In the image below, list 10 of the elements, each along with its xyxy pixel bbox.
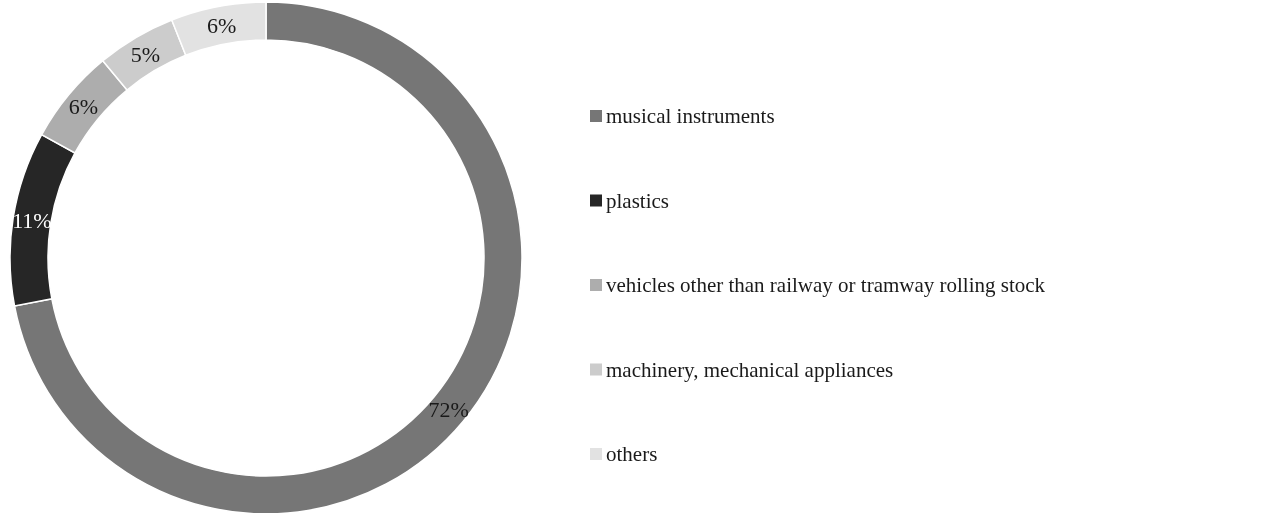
data-label: 5% [130, 41, 161, 67]
data-label: 6% [68, 94, 99, 120]
legend-label: machinery, mechanical appliances [606, 357, 894, 382]
data-label: 11% [12, 208, 52, 234]
legend-label: others [606, 442, 658, 466]
legend-label: vehicles other than railway or tramway rolling stock [606, 273, 1046, 297]
legend-label: musical instruments [606, 104, 775, 128]
legend-label: plastics [606, 188, 669, 213]
data-label: 6% [206, 12, 237, 38]
data-label: 72% [428, 396, 469, 422]
